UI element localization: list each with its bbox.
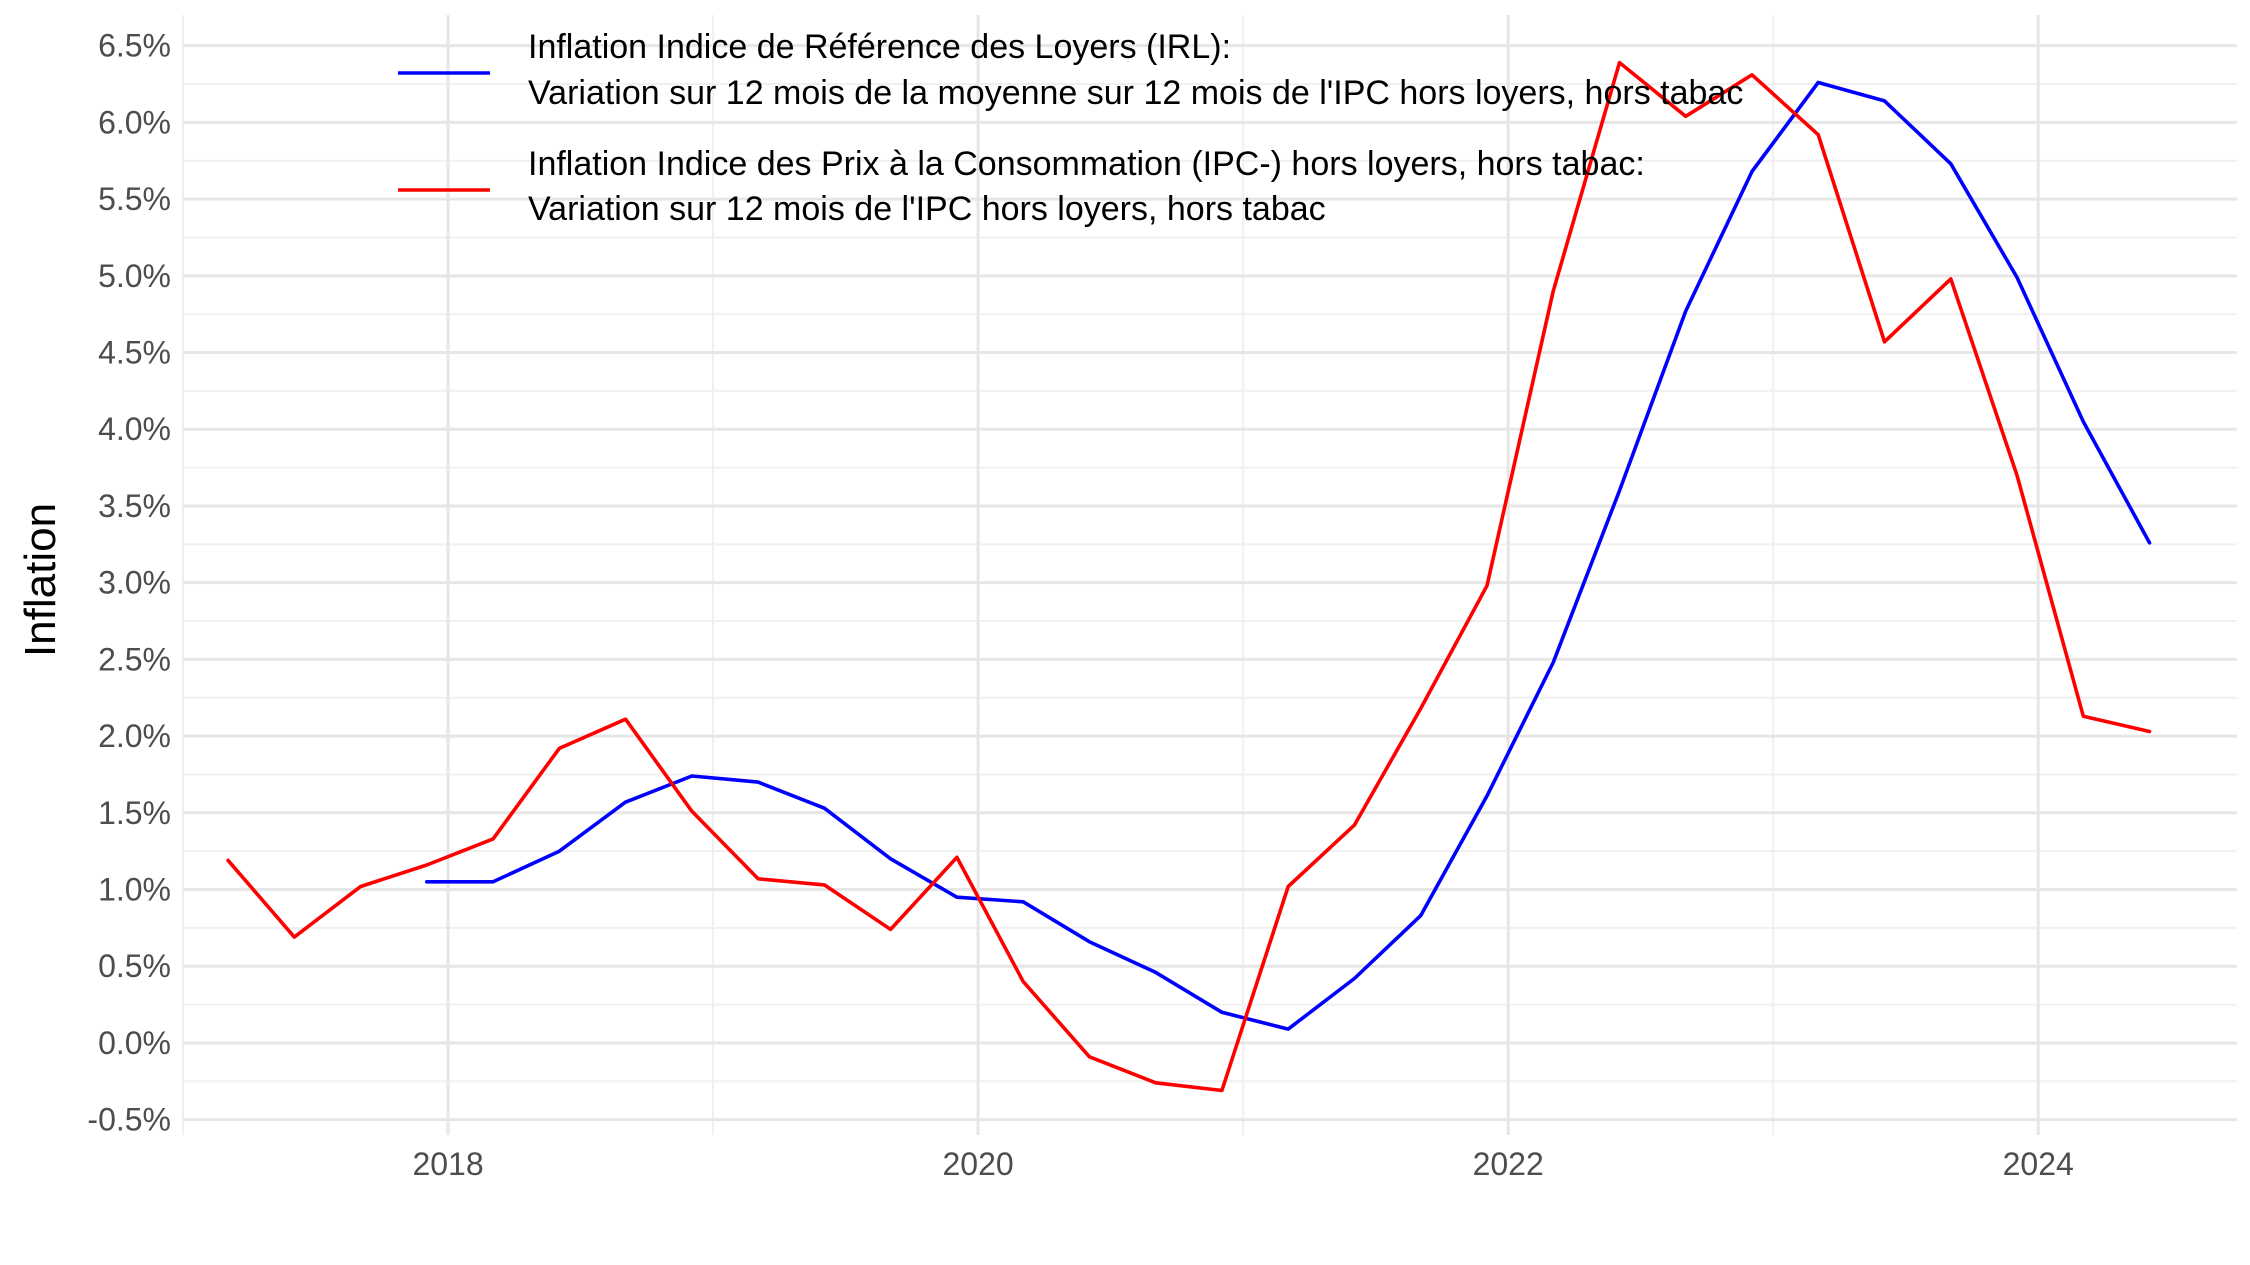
y-tick-label: 0.5% bbox=[98, 948, 171, 984]
x-tick-label: 2018 bbox=[412, 1146, 483, 1182]
x-axis-tick-labels: 2018 2020 2022 2024 bbox=[412, 1146, 2073, 1182]
y-tick-label: 6.5% bbox=[98, 28, 171, 64]
legend: Inflation Indice de Référence des Loyers… bbox=[398, 28, 1743, 228]
legend-label-line2: Variation sur 12 mois de la moyenne sur … bbox=[528, 74, 1743, 112]
y-tick-label: 6.0% bbox=[98, 104, 171, 140]
y-tick-label: 5.5% bbox=[98, 181, 171, 217]
y-tick-label: 1.5% bbox=[98, 795, 171, 831]
major-x-gridlines bbox=[446, 15, 2040, 1135]
y-axis-title: Inflation bbox=[16, 503, 65, 657]
legend-label-line2: Variation sur 12 mois de l'IPC hors loye… bbox=[528, 190, 1326, 228]
y-tick-label: 3.5% bbox=[98, 488, 171, 524]
y-tick-label: -0.5% bbox=[87, 1102, 171, 1138]
x-tick-label: 2020 bbox=[943, 1146, 1014, 1182]
series-lines bbox=[226, 60, 2152, 1093]
y-tick-label: 5.0% bbox=[98, 258, 171, 294]
y-axis-tick-labels: -0.5% 0.0% 0.5% 1.0% 1.5% 2.0% 2.5% 3.0% 3.5% 4.0… bbox=[87, 28, 171, 1138]
y-tick-label: 2.0% bbox=[98, 718, 171, 754]
y-tick-label: 4.5% bbox=[98, 335, 171, 371]
y-tick-label: 4.0% bbox=[98, 411, 171, 447]
minor-y-gridlines bbox=[183, 83, 2237, 1083]
major-y-gridlines bbox=[183, 44, 2237, 1122]
y-tick-label: 0.0% bbox=[98, 1025, 171, 1061]
y-tick-label: 3.0% bbox=[98, 565, 171, 601]
legend-label: Inflation Indice des Prix à la Consommat… bbox=[528, 145, 1645, 183]
y-tick-label: 2.5% bbox=[98, 641, 171, 677]
x-tick-label: 2024 bbox=[2003, 1146, 2074, 1182]
x-tick-label: 2022 bbox=[1473, 1146, 1544, 1182]
y-tick-label: 1.0% bbox=[98, 872, 171, 908]
irl-series-line bbox=[424, 80, 2152, 1031]
ipc-series-line bbox=[226, 60, 2152, 1093]
legend-label: Inflation Indice de Référence des Loyers… bbox=[528, 28, 1231, 66]
minor-x-gridlines bbox=[182, 15, 1775, 1135]
